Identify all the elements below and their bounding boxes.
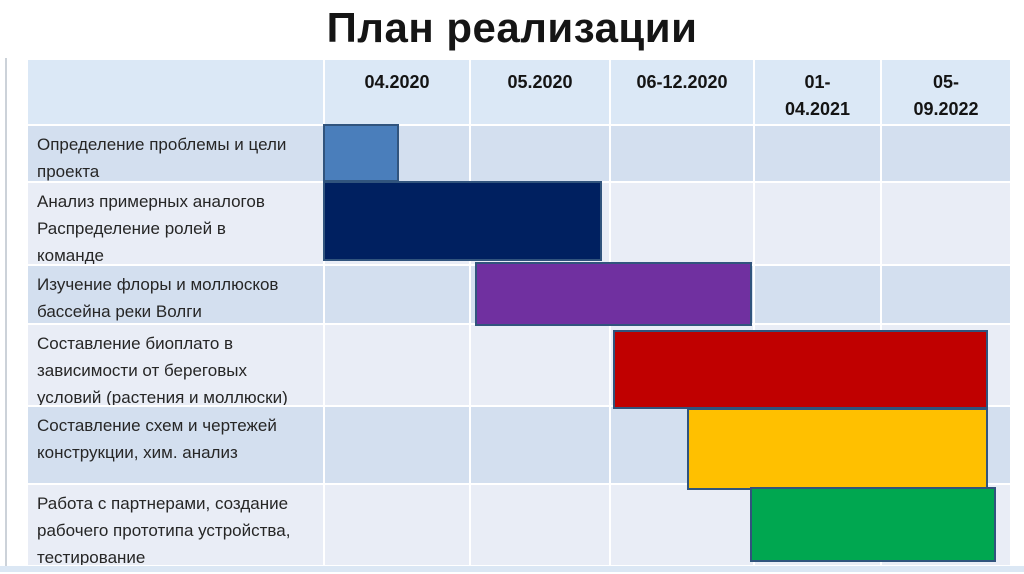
- grid-cell: [469, 405, 609, 483]
- grid-cell: [323, 483, 469, 565]
- grid-cell: [469, 323, 609, 405]
- grid-cell: [880, 124, 1010, 181]
- grid-cell: [753, 124, 880, 181]
- grid-cell: [880, 483, 1010, 565]
- grid-cell: [880, 181, 1010, 264]
- grid-cell: [609, 124, 753, 181]
- date-header-5: 05- 09.2022: [880, 60, 1010, 124]
- row-label-3: Изучение флоры и моллюсков бассейна реки…: [28, 264, 323, 323]
- row-label-4: Составление биоплато в зависимости от бе…: [28, 323, 323, 405]
- grid-cell: [753, 323, 880, 405]
- grid-cell: [753, 264, 880, 323]
- grid-cell: [323, 264, 469, 323]
- gantt-grid: 04.2020 05.2020 06-12.2020 01- 04.2021 05- 0…: [28, 60, 1010, 565]
- row-label-5: Составление схем и чертежей конструкции,…: [28, 405, 323, 483]
- grid-cell: [469, 124, 609, 181]
- grid-cell: [753, 181, 880, 264]
- grid-cell: [323, 405, 469, 483]
- grid-cell: [323, 181, 469, 264]
- grid-cell: [609, 181, 753, 264]
- date-header-1: 04.2020: [323, 60, 469, 124]
- grid-cell: [323, 124, 469, 181]
- date-header-4: 01- 04.2021: [753, 60, 880, 124]
- header-corner-cell: [28, 60, 323, 124]
- grid-cell: [469, 264, 609, 323]
- grid-cell: [880, 405, 1010, 483]
- grid-cell: [609, 323, 753, 405]
- date-header-3: 06-12.2020: [609, 60, 753, 124]
- grid-cell: [753, 483, 880, 565]
- date-header-2: 05.2020: [469, 60, 609, 124]
- grid-cell: [609, 264, 753, 323]
- row-label-6: Работа с партнерами, создание рабочего п…: [28, 483, 323, 565]
- grid-cell: [753, 405, 880, 483]
- row-label-1: Определение проблемы и цели проекта: [28, 124, 323, 181]
- grid-cell: [880, 323, 1010, 405]
- grid-cell: [323, 323, 469, 405]
- grid-cell: [609, 405, 753, 483]
- grid-cell: [469, 483, 609, 565]
- row-label-2: Анализ примерных аналогов Распределение …: [28, 181, 323, 264]
- bottom-strip: [0, 566, 1024, 572]
- slide-edge-line: [5, 58, 7, 570]
- grid-cell: [609, 483, 753, 565]
- grid-cell: [880, 264, 1010, 323]
- page-title: План реализации: [326, 4, 698, 51]
- grid-cell: [469, 181, 609, 264]
